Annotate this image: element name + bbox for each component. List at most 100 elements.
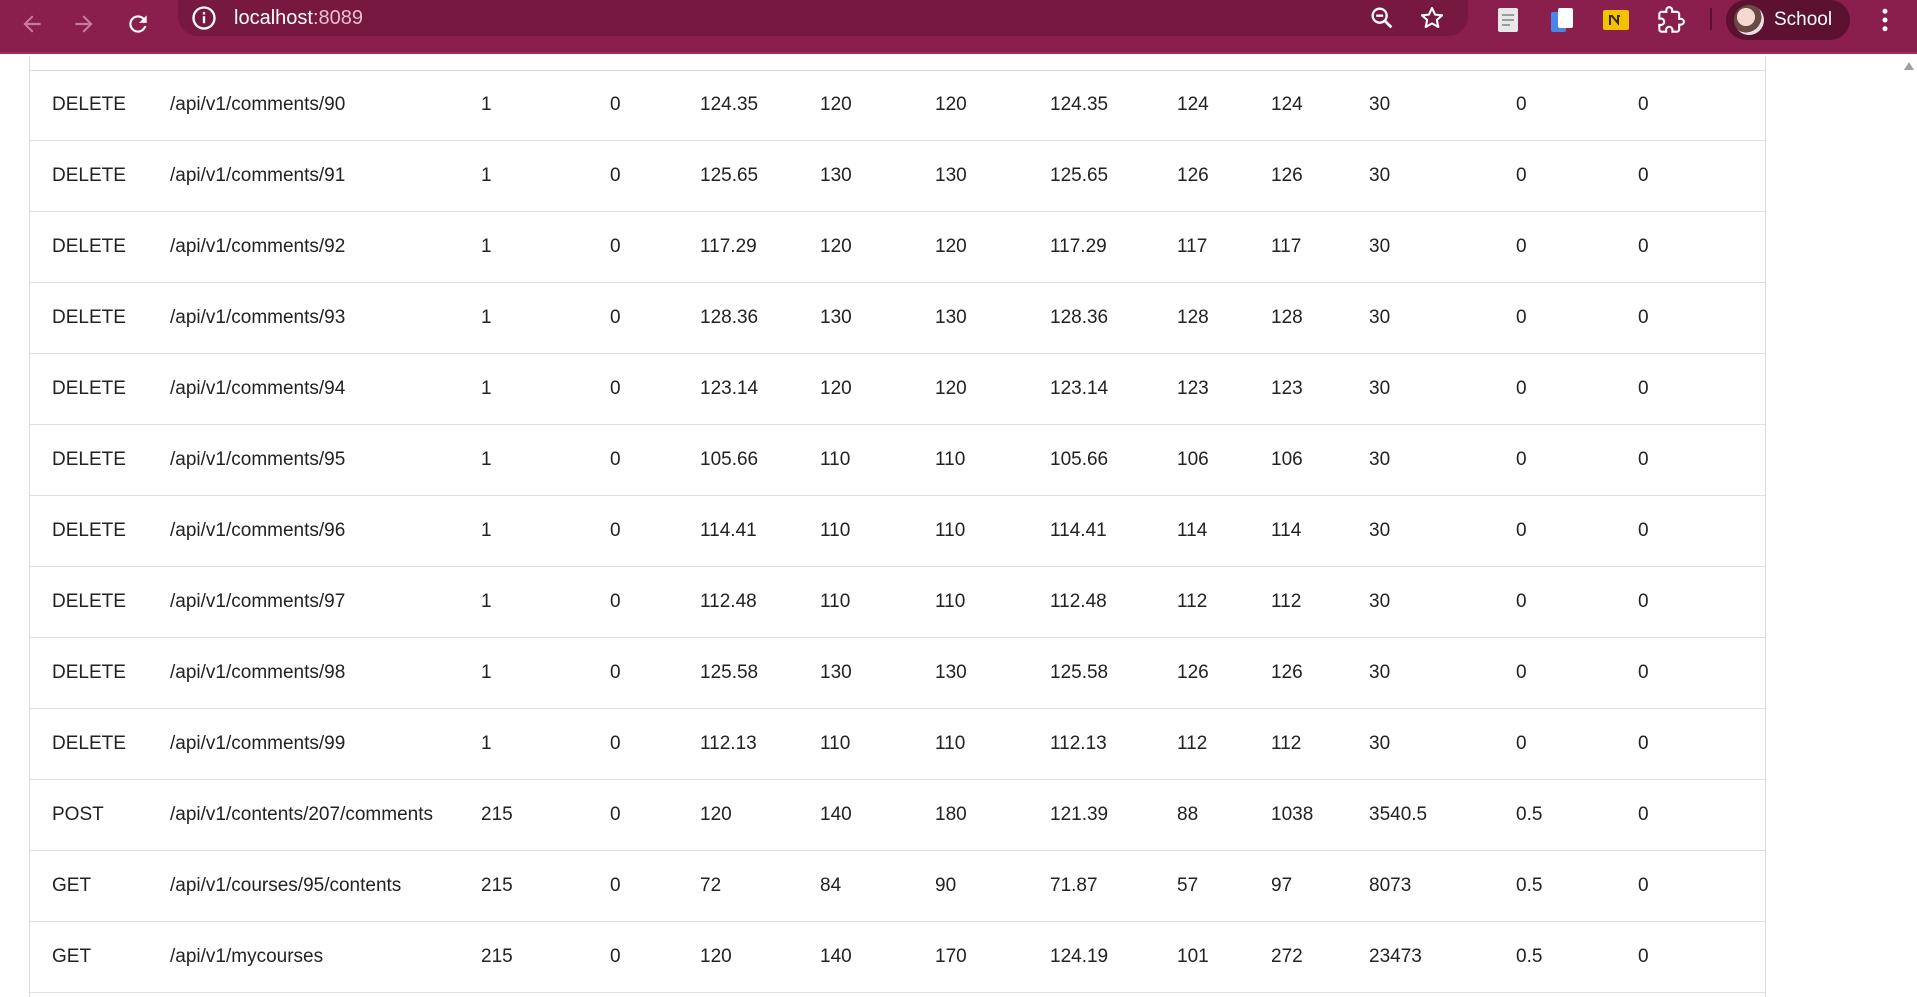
metric-cell: 0 — [1638, 875, 1649, 896]
address-bar[interactable]: localhost:8089 — [178, 0, 1468, 36]
metric-cell: 112 — [1271, 733, 1302, 754]
scroll-up-arrow-icon[interactable] — [1903, 60, 1915, 72]
page-viewport: DELETE/api/v1/comments/90 1 0 124.35 120 120 1… — [0, 56, 1900, 997]
metric-cell: 114.41 — [700, 520, 757, 541]
metric-cell: 84 — [820, 875, 842, 896]
table-row: DELETE/api/v1/comments/93 1 0 128.36 130 130 1… — [30, 283, 1765, 354]
metric-cell: 110 — [820, 520, 851, 541]
url-text[interactable]: localhost:8089 — [234, 7, 363, 30]
n-extension-button[interactable] — [1600, 4, 1632, 36]
method-cell: DELETE — [52, 733, 126, 754]
metric-cell: 0 — [1638, 236, 1649, 257]
metric-cell: 126 — [1177, 662, 1209, 683]
metric-cell: 1 — [481, 378, 492, 399]
method-cell: DELETE — [52, 591, 126, 612]
metric-cell: 112 — [1271, 591, 1302, 612]
metric-cell: 140 — [820, 946, 852, 967]
metric-cell: 128.36 — [1050, 307, 1109, 328]
metric-cell: 57 — [1177, 875, 1199, 896]
table-row: POST/api/v1/contents/207/comments 215 0 120… — [30, 780, 1765, 851]
table-row: DELETE/api/v1/comments/96 1 0 114.41 110 110 1… — [30, 496, 1765, 567]
site-info-icon[interactable] — [190, 4, 218, 32]
metric-cell: 110 — [935, 449, 966, 470]
metric-cell: 0 — [1516, 307, 1527, 328]
metric-cell: 120 — [935, 236, 967, 257]
metric-cell: 130 — [820, 307, 852, 328]
metric-cell: 126 — [1177, 165, 1209, 186]
metric-cell: 0 — [1516, 591, 1527, 612]
metric-cell: 121.39 — [1050, 804, 1109, 825]
metric-cell: 124.19 — [1050, 946, 1109, 967]
extensions-puzzle-icon — [1658, 6, 1685, 33]
method-cell: DELETE — [52, 307, 126, 328]
method-cell: DELETE — [52, 165, 126, 186]
forward-button[interactable] — [64, 4, 104, 44]
metric-cell: 72 — [700, 875, 722, 896]
back-icon — [23, 15, 41, 33]
metric-cell: 112 — [1177, 591, 1208, 612]
vertical-scrollbar[interactable] — [1900, 56, 1917, 997]
metric-cell: 112.13 — [1050, 733, 1107, 754]
metric-cell: 215 — [481, 804, 513, 825]
back-button[interactable] — [12, 4, 52, 44]
metric-cell: 30 — [1369, 733, 1391, 754]
metric-cell: 110 — [820, 591, 851, 612]
metric-cell: 0 — [610, 520, 621, 541]
endpoint-cell: /api/v1/comments/92 — [170, 236, 346, 257]
copy-extension-button[interactable] — [1546, 4, 1578, 36]
metric-cell: 0 — [1638, 804, 1649, 825]
metric-cell: 120 — [820, 236, 852, 257]
metric-cell: 30 — [1369, 378, 1391, 399]
metric-cell: 105.66 — [700, 449, 759, 470]
metric-cell: 1038 — [1271, 804, 1314, 825]
profile-name: School — [1774, 9, 1833, 30]
metric-cell: 126 — [1271, 662, 1303, 683]
metric-cell: 128 — [1271, 307, 1303, 328]
metric-cell: 128 — [1177, 307, 1209, 328]
bookmark-star-icon[interactable] — [1418, 4, 1446, 32]
metric-cell: 112 — [1177, 733, 1208, 754]
metric-cell: 120 — [935, 378, 967, 399]
metric-cell: 30 — [1369, 591, 1391, 612]
document-extension-button[interactable] — [1492, 4, 1524, 36]
endpoint-cell: /api/v1/comments/95 — [170, 449, 346, 470]
metric-cell: 0 — [610, 875, 621, 896]
metric-cell: 114.41 — [1050, 520, 1107, 541]
table-row: DELETE/api/v1/comments/97 1 0 112.48 110 110 1… — [30, 567, 1765, 638]
metric-cell: 117.29 — [1050, 236, 1107, 257]
metric-cell: 30 — [1369, 662, 1391, 683]
metric-cell: 114 — [1271, 520, 1302, 541]
metric-cell: 0.5 — [1516, 804, 1543, 825]
metric-cell: 0 — [1638, 378, 1649, 399]
metric-cell: 123.14 — [1050, 378, 1109, 399]
metric-cell: 0 — [610, 236, 621, 257]
endpoint-cell: /api/v1/comments/90 — [170, 94, 346, 115]
table-row: DELETE/api/v1/comments/91 1 0 125.65 130 130 1… — [30, 141, 1765, 212]
table-row: DELETE/api/v1/comments/92 1 0 117.29 120 120 1… — [30, 212, 1765, 283]
metric-cell: 128.36 — [700, 307, 759, 328]
reload-button[interactable] — [118, 4, 158, 44]
method-cell: DELETE — [52, 662, 126, 683]
metric-cell: 123 — [1177, 378, 1209, 399]
metric-cell: 23473 — [1369, 946, 1422, 967]
metric-cell: 110 — [820, 449, 851, 470]
method-cell: GET — [52, 875, 92, 896]
metric-cell: 124 — [1271, 94, 1303, 115]
metric-cell: 0 — [1516, 378, 1527, 399]
url-host: localhost — [234, 7, 313, 29]
metric-cell: 0 — [610, 94, 621, 115]
table-row: DELETE/api/v1/comments/95 1 0 105.66 110 110 1… — [30, 425, 1765, 496]
extensions-button[interactable] — [1655, 4, 1687, 36]
toolbar-divider — [1710, 8, 1712, 30]
metric-cell: 215 — [481, 946, 513, 967]
profile-button[interactable]: School — [1726, 0, 1850, 40]
forward-icon — [75, 15, 93, 33]
zoom-icon[interactable] — [1368, 4, 1396, 32]
metric-cell: 215 — [481, 875, 513, 896]
kebab-menu-icon[interactable] — [1870, 4, 1900, 36]
metric-cell: 0 — [610, 662, 621, 683]
document-icon — [1498, 8, 1518, 32]
metric-cell: 130 — [820, 165, 852, 186]
table-row: DELETE/api/v1/comments/94 1 0 123.14 120 120 1… — [30, 354, 1765, 425]
metric-cell: 117.29 — [700, 236, 757, 257]
